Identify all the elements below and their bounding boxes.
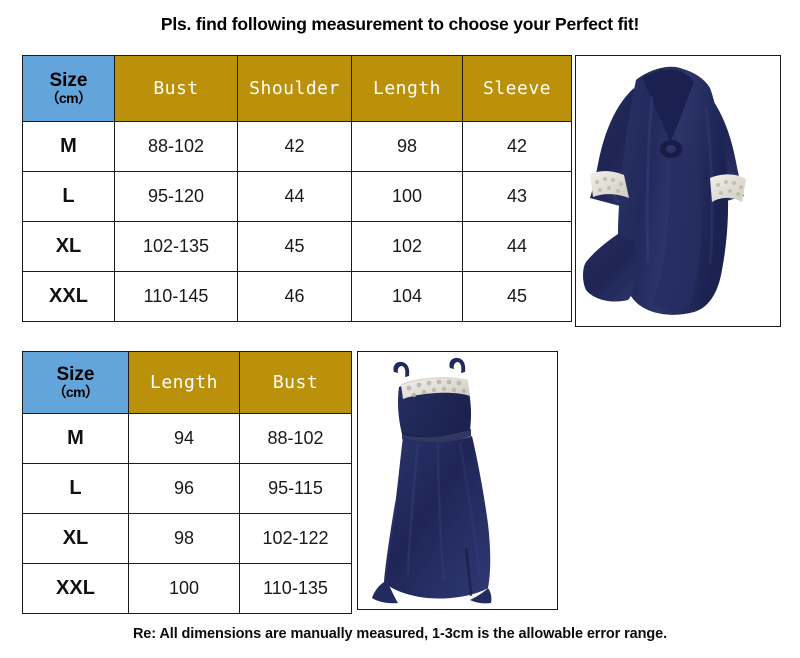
cell-length: 98 <box>128 513 240 564</box>
cell-bust: 110-135 <box>239 563 352 614</box>
header-bust: Bust <box>114 55 238 122</box>
gown-size-table: Size （cm） Length Bust M 94 88-102 L 96 9… <box>22 351 352 614</box>
table-row: M 88-102 42 98 42 <box>22 121 572 172</box>
cell-shoulder: 42 <box>237 121 352 172</box>
cell-bust: 95-120 <box>114 171 238 222</box>
cell-size: L <box>22 171 115 222</box>
cell-shoulder: 44 <box>237 171 352 222</box>
cell-sleeve: 42 <box>462 121 572 172</box>
header-sleeve: Sleeve <box>462 55 572 122</box>
table-row: L 95-120 44 100 43 <box>22 171 572 222</box>
gown-illustration <box>372 357 492 604</box>
robe-table-head: Size （cm） Bust Shoulder Length Sleeve <box>22 55 572 122</box>
gown-table-body: M 94 88-102 L 96 95-115 XL 98 102-122 XX… <box>22 413 352 614</box>
cell-sleeve: 45 <box>462 271 572 322</box>
table-header-row: Size （cm） Bust Shoulder Length Sleeve <box>22 55 572 122</box>
table-row: M 94 88-102 <box>22 413 352 464</box>
gown-table-head: Size （cm） Length Bust <box>22 351 352 414</box>
cell-length: 100 <box>351 171 463 222</box>
robe-product-image <box>575 55 781 327</box>
cell-length: 104 <box>351 271 463 322</box>
cell-length: 102 <box>351 221 463 272</box>
cell-size: XXL <box>22 563 129 614</box>
cell-shoulder: 46 <box>237 271 352 322</box>
header-bust: Bust <box>239 351 352 414</box>
header-size-cell: Size （cm） <box>22 55 115 122</box>
robe-illustration <box>583 66 746 315</box>
header-length: Length <box>128 351 240 414</box>
cell-size: M <box>22 413 129 464</box>
cell-length: 98 <box>351 121 463 172</box>
robe-size-table: Size （cm） Bust Shoulder Length Sleeve M … <box>22 55 572 322</box>
cell-sleeve: 44 <box>462 221 572 272</box>
cell-bust: 102-135 <box>114 221 238 272</box>
cell-shoulder: 45 <box>237 221 352 272</box>
table-row: XL 102-135 45 102 44 <box>22 221 572 272</box>
cell-size: L <box>22 463 129 514</box>
cell-length: 96 <box>128 463 240 514</box>
header-size-cell: Size （cm） <box>22 351 129 414</box>
cell-size: M <box>22 121 115 172</box>
gown-product-image <box>357 351 558 610</box>
header-size-label: Size <box>56 364 95 386</box>
header-unit-label: （cm） <box>52 384 99 401</box>
table-row: XXL 100 110-135 <box>22 563 352 614</box>
measurement-disclaimer: Re: All dimensions are manually measured… <box>132 626 668 642</box>
cell-size: XL <box>22 513 129 564</box>
table-row: XL 98 102-122 <box>22 513 352 564</box>
cell-size: XXL <box>22 271 115 322</box>
header-unit-label: （cm） <box>45 90 92 107</box>
page-title: Pls. find following measurement to choos… <box>160 14 640 34</box>
robe-table-body: M 88-102 42 98 42 L 95-120 44 100 43 XL … <box>22 121 572 322</box>
cell-bust: 88-102 <box>239 413 352 464</box>
header-shoulder: Shoulder <box>237 55 352 122</box>
cell-bust: 110-145 <box>114 271 238 322</box>
table-row: L 96 95-115 <box>22 463 352 514</box>
header-size-label: Size <box>49 70 88 92</box>
cell-size: XL <box>22 221 115 272</box>
table-header-row: Size （cm） Length Bust <box>22 351 352 414</box>
cell-sleeve: 43 <box>462 171 572 222</box>
cell-length: 100 <box>128 563 240 614</box>
cell-bust: 102-122 <box>239 513 352 564</box>
cell-length: 94 <box>128 413 240 464</box>
cell-bust: 95-115 <box>239 463 352 514</box>
cell-bust: 88-102 <box>114 121 238 172</box>
table-row: XXL 110-145 46 104 45 <box>22 271 572 322</box>
header-length: Length <box>351 55 463 122</box>
